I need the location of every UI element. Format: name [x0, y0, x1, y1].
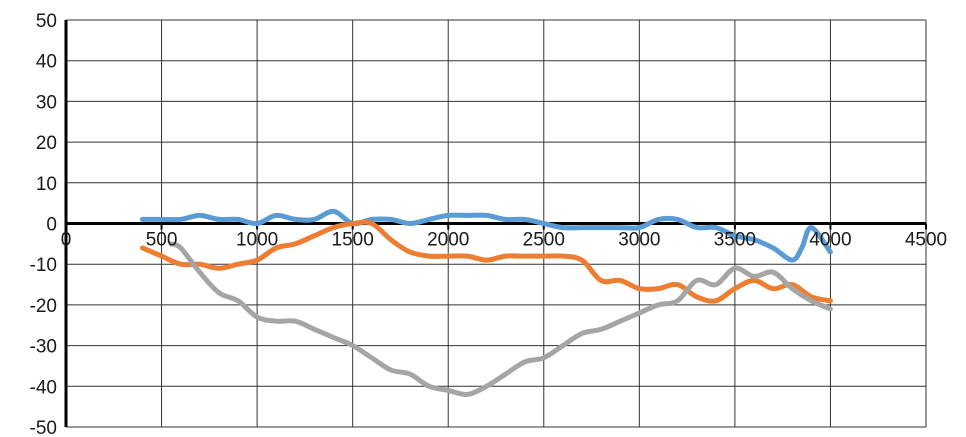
grid: [66, 19, 927, 428]
series-line-3: [168, 241, 833, 397]
series-line-2: [139, 219, 833, 304]
y-tick-label: 50: [36, 11, 57, 32]
y-tick-label: 10: [36, 174, 57, 195]
x-tick-label: 500: [146, 230, 178, 251]
y-tick-label: 0: [46, 215, 57, 236]
x-tick-label: 4000: [809, 230, 851, 251]
y-tick-label: -20: [30, 296, 57, 317]
y-tick-label: 40: [36, 52, 57, 73]
x-tick-label: 2500: [523, 230, 565, 251]
x-tick-label: 1500: [332, 230, 374, 251]
x-tick-label: 4500: [905, 230, 947, 251]
y-tick-label: -40: [30, 377, 57, 398]
x-tick-label: 0: [61, 230, 72, 251]
x-tick-label: 1000: [236, 230, 278, 251]
x-tick-label: 3500: [714, 230, 756, 251]
y-tick-label: -50: [30, 418, 57, 437]
series-group: [139, 208, 833, 397]
y-tick-label: -10: [30, 255, 57, 276]
series-line-1: [139, 208, 833, 263]
y-tick-label: 30: [36, 92, 57, 113]
x-tick-label: 3000: [618, 230, 660, 251]
y-tick-label: 20: [36, 133, 57, 154]
y-tick-label: -30: [30, 337, 57, 358]
axes: [64, 20, 927, 427]
x-tick-label: 2000: [427, 230, 469, 251]
